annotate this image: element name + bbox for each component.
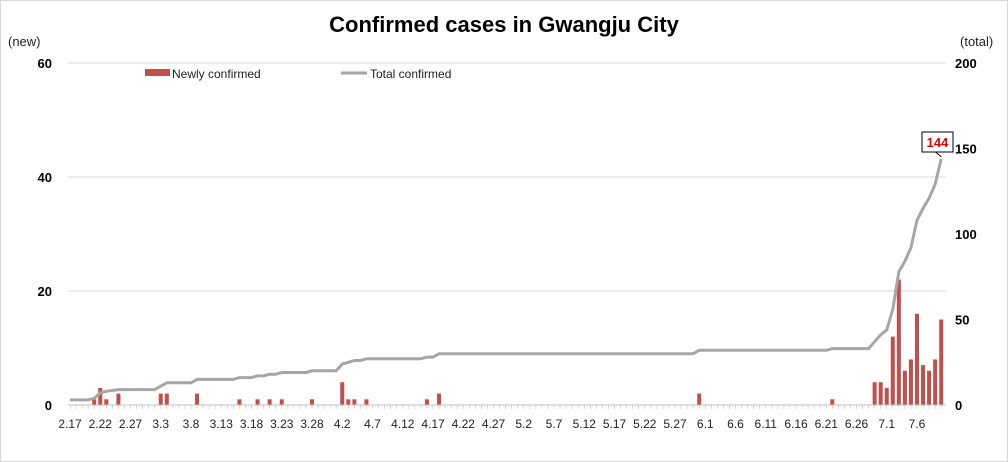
bar-newly-confirmed: [908, 359, 913, 405]
chart-title: Confirmed cases in Gwangju City: [329, 12, 679, 37]
bar-newly-confirmed: [104, 399, 109, 405]
axes: 0 20 40 60 0 50 100 150 200 2.17 2.22 2.27 3.3 3.8 3.1…: [38, 56, 977, 431]
bar-newly-confirmed: [164, 393, 169, 405]
bar-newly-confirmed: [92, 399, 97, 405]
bar-newly-confirmed: [915, 313, 919, 405]
newly-confirmed-bars: [92, 279, 944, 405]
bar-newly-confirmed: [364, 399, 369, 405]
left-tick-label: 40: [38, 170, 52, 185]
x-tick-label: 6.1: [697, 417, 714, 431]
bar-newly-confirmed: [346, 399, 351, 405]
x-tick-label: 6.11: [755, 417, 778, 431]
bar-newly-confirmed: [255, 399, 260, 405]
x-tick-label: 7.6: [909, 417, 926, 431]
gridlines: [68, 62, 946, 292]
bar-newly-confirmed: [437, 393, 442, 405]
right-axis-unit-label: (total): [960, 34, 994, 49]
x-tick-label: 5.17: [603, 417, 627, 431]
x-tick-label: 4.17: [421, 417, 445, 431]
x-tick-label: 3.18: [240, 417, 264, 431]
right-tick-label: 200: [955, 56, 977, 71]
bar-newly-confirmed: [927, 370, 932, 405]
bar-newly-confirmed: [116, 393, 121, 405]
right-tick-label: 100: [955, 227, 977, 242]
legend-label-newly-confirmed: Newly confirmed: [172, 67, 261, 81]
bar-newly-confirmed: [424, 399, 429, 405]
bar-newly-confirmed: [921, 365, 926, 405]
x-tick-label: 3.23: [270, 417, 294, 431]
bar-newly-confirmed: [237, 399, 242, 405]
bar-newly-confirmed: [830, 399, 835, 405]
x-tick-label: 5.27: [663, 417, 687, 431]
left-tick-label: 20: [38, 284, 52, 299]
bar-newly-confirmed: [884, 387, 889, 405]
callout-leader: [935, 151, 942, 158]
left-tick-label: 0: [45, 398, 52, 413]
bar-newly-confirmed: [98, 387, 103, 405]
x-tick-label: 3.28: [300, 417, 324, 431]
bar-newly-confirmed: [267, 399, 272, 405]
left-axis-unit-label: (new): [8, 34, 41, 49]
bar-newly-confirmed: [872, 382, 877, 405]
legend-label-total-confirmed: Total confirmed: [370, 67, 451, 81]
bar-newly-confirmed: [697, 393, 702, 405]
x-tick-label: 6.26: [845, 417, 869, 431]
bar-newly-confirmed: [195, 393, 200, 405]
x-tick-label: 7.1: [878, 417, 895, 431]
bar-newly-confirmed: [939, 319, 944, 405]
legend: Newly confirmed Total confirmed: [145, 67, 451, 81]
total-confirmed-line: [70, 158, 943, 402]
x-tick-label: 3.8: [183, 417, 200, 431]
bar-newly-confirmed: [933, 359, 938, 405]
x-tick-label: 4.7: [364, 417, 381, 431]
x-tick-label: 4.12: [391, 417, 415, 431]
bar-newly-confirmed: [352, 399, 357, 405]
legend-swatch-newly-confirmed: [145, 69, 170, 76]
bar-newly-confirmed: [310, 399, 314, 405]
callout-value: 144: [927, 135, 949, 150]
bar-newly-confirmed: [878, 382, 883, 405]
line-total-confirmed: [70, 158, 943, 402]
x-tick-label: 6.6: [727, 417, 744, 431]
bar-newly-confirmed: [158, 393, 163, 405]
x-tick-label: 4.2: [334, 417, 351, 431]
right-tick-label: 150: [955, 142, 977, 157]
x-tick-label: 4.22: [452, 417, 476, 431]
x-tick-label: 5.7: [546, 417, 563, 431]
callout-box: [921, 131, 954, 153]
left-tick-label: 60: [38, 56, 52, 71]
right-tick-label: 50: [955, 313, 969, 328]
x-tick-label: 3.13: [210, 417, 234, 431]
x-tick-label: 5.12: [573, 417, 597, 431]
bar-newly-confirmed: [279, 399, 284, 405]
bar-newly-confirmed: [340, 382, 345, 405]
latest-total-callout: 144: [921, 131, 954, 158]
x-tick-label: 2.17: [58, 417, 82, 431]
x-tick-label: 2.27: [119, 417, 143, 431]
x-tick-label: 4.27: [482, 417, 506, 431]
x-tick-label: 5.2: [515, 417, 532, 431]
x-tick-label: 6.21: [815, 417, 839, 431]
x-tick-label: 6.16: [784, 417, 808, 431]
right-tick-label: 0: [955, 398, 962, 413]
bar-newly-confirmed: [896, 279, 901, 405]
x-tick-label: 5.22: [633, 417, 657, 431]
bar-newly-confirmed: [890, 336, 895, 405]
bar-newly-confirmed: [902, 370, 907, 405]
x-tick-label: 3.3: [152, 417, 169, 431]
x-tick-label: 2.22: [89, 417, 113, 431]
